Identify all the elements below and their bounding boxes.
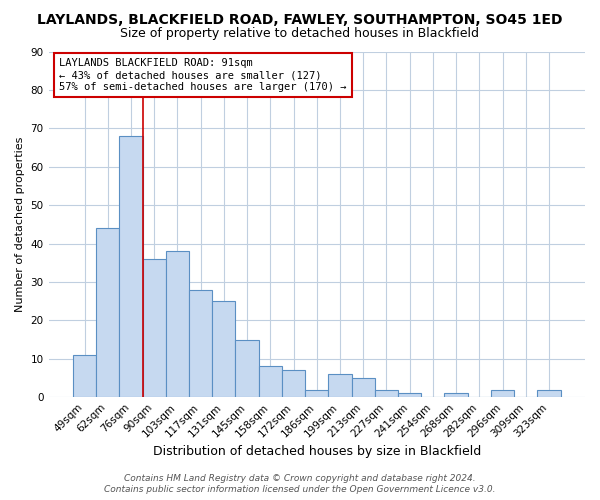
- Text: LAYLANDS BLACKFIELD ROAD: 91sqm
← 43% of detached houses are smaller (127)
57% o: LAYLANDS BLACKFIELD ROAD: 91sqm ← 43% of…: [59, 58, 347, 92]
- Bar: [538, 390, 560, 397]
- Text: Size of property relative to detached houses in Blackfield: Size of property relative to detached ho…: [121, 28, 479, 40]
- Bar: [96, 228, 119, 397]
- Bar: [328, 374, 352, 397]
- Bar: [398, 394, 421, 397]
- Bar: [119, 136, 143, 397]
- Bar: [352, 378, 375, 397]
- Bar: [375, 390, 398, 397]
- Bar: [259, 366, 282, 397]
- Bar: [189, 290, 212, 397]
- Bar: [212, 301, 235, 397]
- Bar: [235, 340, 259, 397]
- Bar: [282, 370, 305, 397]
- Bar: [305, 390, 328, 397]
- Y-axis label: Number of detached properties: Number of detached properties: [15, 136, 25, 312]
- X-axis label: Distribution of detached houses by size in Blackfield: Distribution of detached houses by size …: [152, 444, 481, 458]
- Bar: [491, 390, 514, 397]
- Text: Contains HM Land Registry data © Crown copyright and database right 2024.
Contai: Contains HM Land Registry data © Crown c…: [104, 474, 496, 494]
- Bar: [445, 394, 468, 397]
- Text: LAYLANDS, BLACKFIELD ROAD, FAWLEY, SOUTHAMPTON, SO45 1ED: LAYLANDS, BLACKFIELD ROAD, FAWLEY, SOUTH…: [37, 12, 563, 26]
- Bar: [143, 259, 166, 397]
- Bar: [73, 355, 96, 397]
- Bar: [166, 252, 189, 397]
